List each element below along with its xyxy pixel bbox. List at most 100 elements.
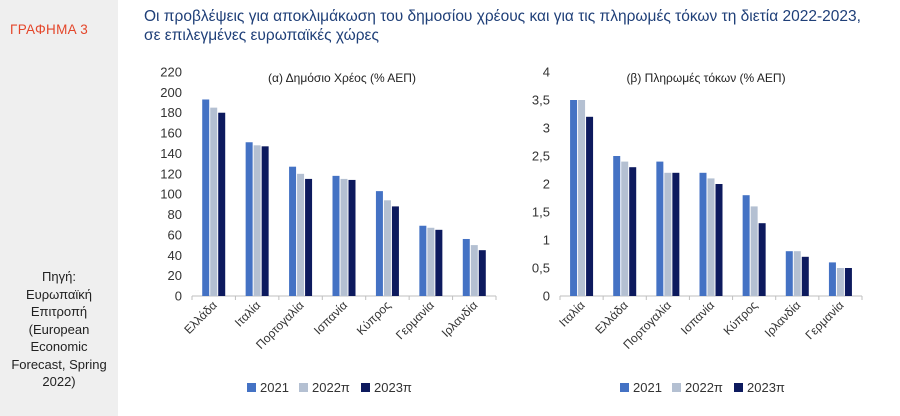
y-tick-label: 3 [543, 121, 550, 136]
legend-label: 2021 [260, 380, 289, 395]
bar [793, 251, 801, 296]
bar [672, 172, 680, 296]
y-tick-label: 1 [543, 233, 550, 248]
y-tick-label: 4 [543, 65, 550, 80]
legend-label: 2022π [312, 380, 350, 395]
bar [828, 262, 836, 296]
bar [375, 191, 383, 296]
legend-label: 2021 [633, 380, 662, 395]
bar [664, 172, 672, 296]
y-tick-label: 0 [175, 289, 182, 304]
y-tick-label: 160 [160, 126, 182, 141]
x-category-label: Ελλάδα [181, 298, 219, 336]
bar [629, 167, 637, 296]
bar [218, 112, 226, 297]
y-tick-label: 3,5 [532, 93, 550, 108]
x-category-label: Ισπανία [311, 298, 350, 337]
legend-swatch [247, 383, 256, 392]
x-category-label: Κύπρος [354, 298, 394, 338]
figure-label: ΓΡΑΦΗΜΑ 3 [10, 22, 89, 37]
bar [332, 175, 340, 296]
x-category-label: Ιταλία [232, 298, 263, 329]
bar [253, 145, 261, 296]
bar [613, 156, 621, 296]
bar [305, 178, 313, 296]
y-tick-label: 2 [543, 177, 550, 192]
x-category-label: Ισπανία [678, 298, 717, 337]
chart-panel-title: (α) Δημόσιο Χρέος (% ΑΕΠ) [268, 71, 416, 85]
bar [656, 161, 664, 296]
x-category-label: Ιρλανδία [762, 298, 804, 340]
source-line: Επιτροπή [30, 304, 88, 319]
y-tick-label: 40 [168, 248, 182, 263]
charts-svg: (α) Δημόσιο Χρέος (% ΑΕΠ)020406080100120… [132, 0, 900, 416]
bar [578, 100, 586, 296]
bar [427, 227, 435, 296]
y-tick-label: 180 [160, 105, 182, 120]
source-line: Forecast, Spring [11, 356, 107, 372]
bar [210, 107, 218, 297]
main-panel: (α) Δημόσιο Χρέος (% ΑΕΠ) 0 20 40 60 80 100 120… [132, 0, 900, 416]
legend-swatch [734, 383, 743, 392]
bar [202, 99, 210, 296]
bar [801, 256, 809, 296]
y-tick-label: 80 [168, 207, 182, 222]
chart-interest: (β) Πληρωμές τόκων (% ΑΕΠ) 0 0,5 1 1,5 2 2,5 3 3… [532, 65, 863, 395]
source-line: Πηγή: [42, 269, 76, 284]
source-line: Ευρωπαϊκή [25, 286, 93, 302]
y-tick-label: 2,5 [532, 149, 550, 164]
source-line: 2022) [42, 374, 76, 389]
bar [715, 184, 723, 296]
chart-debt: (α) Δημόσιο Χρέος (% ΑΕΠ) 0 20 40 60 80 100 120… [160, 65, 497, 395]
legend-label: 2023π [747, 380, 785, 395]
bar [470, 245, 478, 296]
x-category-label: Ιρλανδία [439, 298, 481, 340]
bar [245, 142, 253, 296]
y-tick-label: 220 [160, 65, 182, 80]
bar [785, 251, 793, 296]
bar [297, 173, 305, 296]
x-category-label: Ελλάδα [592, 298, 630, 336]
bar [742, 195, 750, 296]
bar [844, 268, 852, 296]
title-line-1: Οι προβλέψεις για αποκλιμάκωση του δημοσ… [144, 8, 861, 25]
bar [419, 225, 427, 296]
bar [758, 223, 766, 296]
bar [261, 146, 269, 296]
bar [383, 200, 391, 296]
bar [391, 206, 399, 296]
bar [836, 268, 844, 296]
y-tick-label: 60 [168, 227, 182, 242]
y-tick-label: 200 [160, 85, 182, 100]
bar [699, 172, 707, 296]
legend-swatch [361, 383, 370, 392]
y-tick-label: 1,5 [532, 205, 550, 220]
x-category-label: Γερμανία [393, 298, 437, 342]
legend-label: 2023π [374, 380, 412, 395]
bar [289, 166, 297, 296]
bar [750, 206, 758, 296]
y-tick-label: 120 [160, 166, 182, 181]
y-tick-label: 100 [160, 187, 182, 202]
x-category-label: Ιταλία [556, 298, 587, 329]
legend-label: 2022π [685, 380, 723, 395]
legend-swatch [620, 383, 629, 392]
bar [462, 238, 470, 296]
bar [340, 178, 348, 296]
bar [348, 179, 356, 296]
x-category-label: Κύπρος [721, 298, 761, 338]
x-category-label: Γερμανία [803, 298, 847, 342]
bar [621, 161, 629, 296]
y-tick-label: 0,5 [532, 261, 550, 276]
y-tick-label: 20 [168, 268, 182, 283]
bar [478, 250, 486, 296]
legend-swatch [299, 383, 308, 392]
bar [435, 229, 443, 296]
sidebar: ΓΡΑΦΗΜΑ 3 Πηγή: Ευρωπαϊκή Επιτροπή (Euro… [0, 0, 118, 416]
title-line-2: σε επιλεγμένες ευρωπαϊκές χώρες [144, 27, 379, 44]
bar [570, 100, 578, 296]
source-note: Πηγή: Ευρωπαϊκή Επιτροπή (European Econo… [6, 268, 112, 391]
y-tick-label: 140 [160, 146, 182, 161]
bar [586, 116, 594, 296]
